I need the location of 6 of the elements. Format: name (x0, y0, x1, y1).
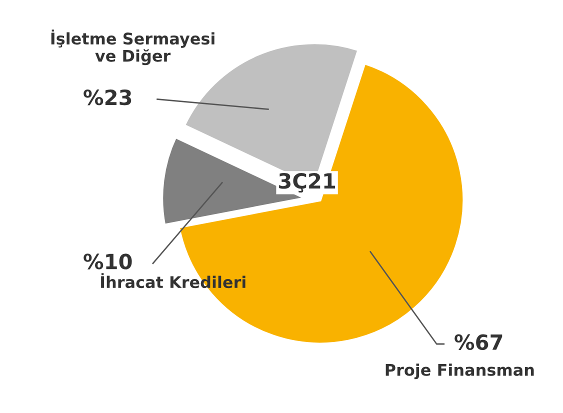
slice-label: Proje Finansman (386, 364, 534, 380)
data-label: %23 (84, 89, 132, 106)
data-label: %10 (84, 254, 132, 270)
slice-label: İşletme Sermayesi ve Diğer (51, 30, 214, 66)
data-label: %67 (454, 334, 502, 350)
text: 3Ç21 (279, 173, 335, 193)
